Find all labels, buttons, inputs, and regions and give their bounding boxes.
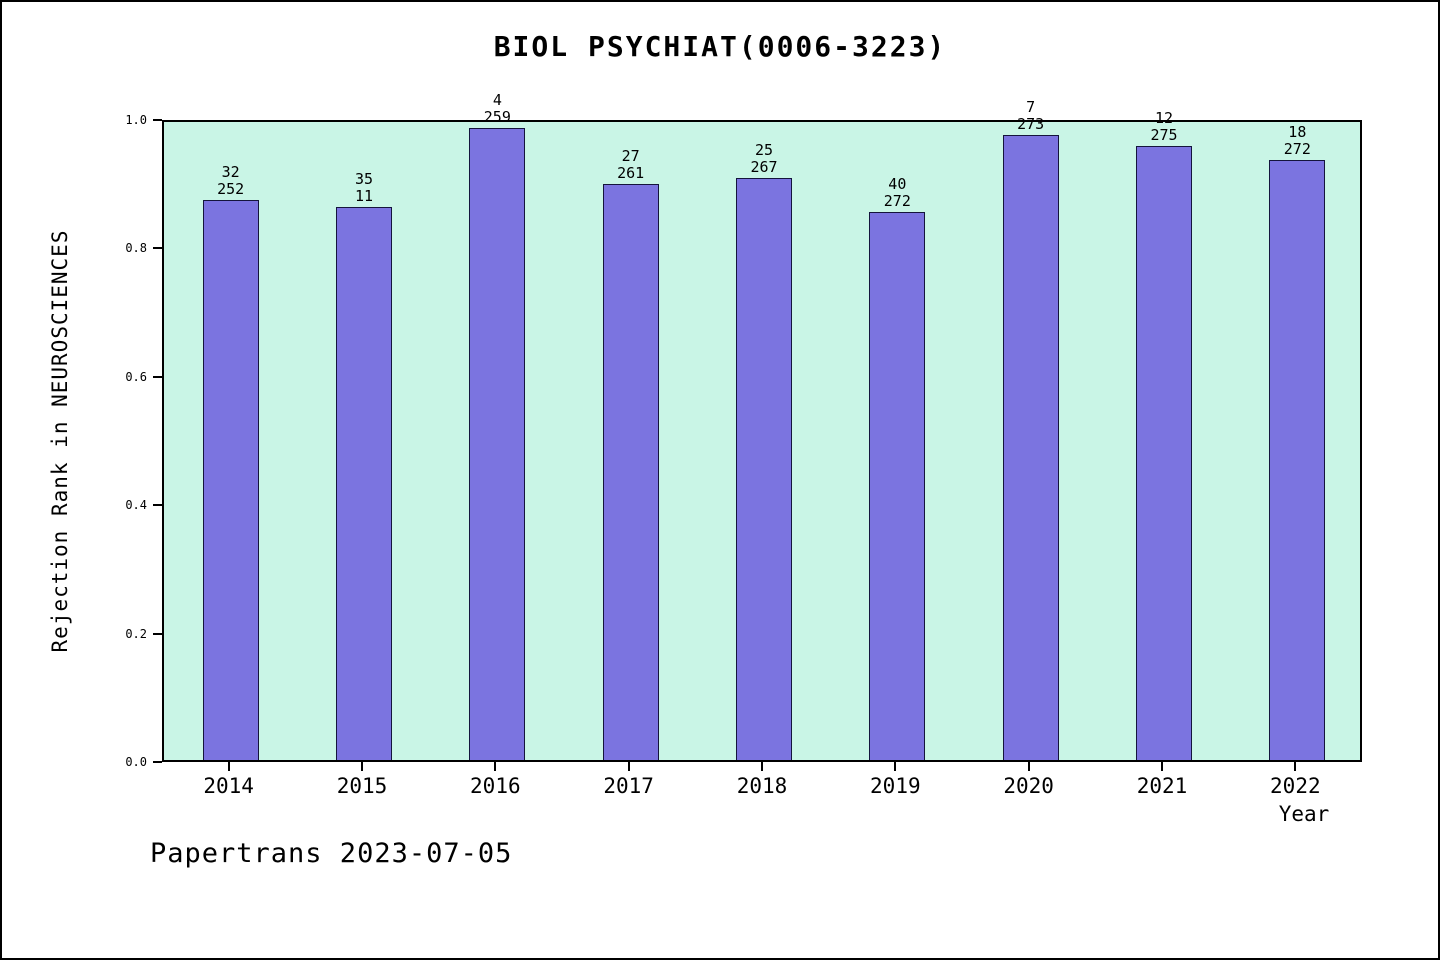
x-tick-label-2022: 2022	[1270, 774, 1321, 798]
bar-2014	[203, 200, 259, 760]
bar-value-label-2019: 40 272	[883, 175, 911, 210]
y-tick-label-1.0: 1.0	[125, 113, 147, 127]
x-tick-label-2015: 2015	[336, 774, 388, 798]
bar-2018	[736, 178, 792, 760]
x-axis-label: Year	[1278, 802, 1330, 826]
y-tick-1.0	[153, 119, 162, 121]
x-tick-label-2019: 2019	[870, 774, 921, 798]
bar-2016	[469, 128, 525, 760]
plot-area: 32 252 35 11 4 259 27 261 25 267 40 272 7 273 1…	[162, 92, 1362, 762]
y-tick-label-0.2: 0.2	[125, 627, 147, 641]
bar-value-label-2021: 12 275	[1150, 109, 1178, 144]
y-tick-0.6	[153, 376, 162, 378]
x-tick-2022	[1294, 762, 1296, 771]
x-tick-2019	[894, 762, 896, 771]
x-tick-2018	[761, 762, 763, 771]
y-tick-label-0.4: 0.4	[125, 498, 147, 512]
y-tick-label-0.0: 0.0	[125, 755, 147, 769]
x-tick-2014	[228, 762, 230, 771]
footer-watermark: Papertrans 2023-07-05	[150, 838, 513, 869]
x-tick-label-2017: 2017	[603, 774, 654, 798]
x-tick-label-2018: 2018	[736, 774, 788, 798]
x-tick-label-2014: 2014	[203, 774, 254, 798]
x-tick-label-2020: 2020	[1003, 774, 1054, 798]
y-tick-0.4	[153, 504, 162, 506]
bar-value-label-2018: 25 267	[750, 141, 778, 176]
x-tick-2016	[494, 762, 496, 771]
bar-2015	[336, 207, 392, 760]
chart-title: BIOL PSYCHIAT(0006-3223)	[493, 30, 947, 63]
x-tick-label-2021: 2021	[1136, 774, 1188, 798]
bar-2019	[869, 212, 925, 760]
bar-value-label-2014: 32 252	[217, 163, 245, 198]
bar-2020	[1003, 135, 1059, 760]
bar-value-label-2017: 27 261	[617, 147, 645, 182]
y-tick-0.2	[153, 633, 162, 635]
bar-value-label-2015: 35 11	[354, 170, 374, 205]
y-axis-label: Rejection Rank in NEUROSCIENCES	[48, 229, 72, 653]
x-tick-2021	[1161, 762, 1163, 771]
y-tick-0.0	[153, 761, 162, 763]
x-tick-2017	[628, 762, 630, 771]
bar-2021	[1136, 146, 1192, 760]
x-tick-2020	[1028, 762, 1030, 771]
y-tick-label-0.8: 0.8	[125, 241, 147, 255]
bar-value-label-2016: 4 259	[483, 91, 511, 126]
y-tick-label-0.6: 0.6	[125, 370, 147, 384]
bar-value-label-2020: 7 273	[1017, 98, 1045, 133]
bar-value-label-2022: 18 272	[1283, 123, 1311, 158]
bar-2022	[1269, 160, 1325, 760]
x-tick-label-2016: 2016	[470, 774, 521, 798]
x-tick-2015	[361, 762, 363, 771]
bar-2017	[603, 184, 659, 760]
y-tick-0.8	[153, 247, 162, 249]
